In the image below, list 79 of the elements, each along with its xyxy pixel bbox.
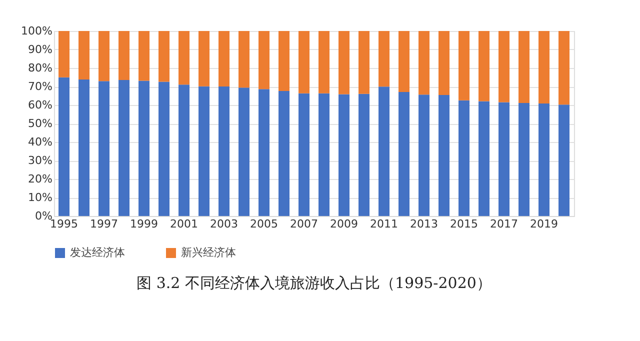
bar	[558, 31, 570, 105]
y-tick-label: 60%	[28, 98, 52, 112]
bar	[238, 31, 250, 88]
x-tick-label: 1997	[90, 218, 118, 230]
bar	[438, 95, 450, 216]
bar	[498, 31, 510, 102]
bar	[318, 31, 330, 94]
bar	[338, 31, 350, 94]
y-tick-label: 90%	[28, 43, 52, 56]
bar	[78, 79, 90, 216]
bar	[298, 31, 310, 94]
bar	[358, 31, 370, 94]
bar	[278, 31, 290, 91]
bar	[358, 94, 370, 216]
x-tick-label: 2011	[370, 218, 398, 230]
bar	[398, 92, 410, 216]
bar	[178, 84, 190, 216]
x-tick-label: 2015	[450, 218, 478, 230]
y-tick-label: 30%	[28, 154, 52, 167]
y-tick-label: 20%	[28, 172, 52, 186]
x-tick-label: 2003	[210, 218, 238, 230]
bar	[218, 31, 230, 86]
bar	[418, 94, 430, 216]
x-tick-label: 2013	[410, 218, 438, 230]
text: 图 3.2 不同经济体入境旅游收入占比（1995-2020）	[136, 274, 492, 292]
bar	[458, 100, 470, 216]
legend-label: 发达经济体	[70, 246, 125, 259]
bar	[538, 31, 550, 104]
bar	[258, 31, 270, 90]
y-tick-label: 100%	[21, 24, 52, 38]
bar	[58, 77, 70, 216]
bar	[278, 90, 290, 216]
bar	[558, 104, 570, 216]
y-tick-label: 70%	[28, 80, 52, 93]
x-tick-label: 2017	[490, 218, 518, 230]
x-tick-label: 2009	[330, 218, 358, 230]
bar	[78, 31, 90, 80]
bar	[118, 31, 130, 80]
x-tick-label: 1995	[50, 218, 78, 230]
bar	[98, 81, 110, 216]
bar	[518, 31, 530, 103]
bar	[218, 86, 230, 216]
legend-label: 新兴经济体	[181, 246, 236, 259]
y-tick-label: 40%	[28, 136, 52, 148]
x-tick-label: 2005	[250, 218, 278, 230]
bar	[478, 31, 490, 102]
bar	[378, 31, 390, 87]
x-tick-label: 2001	[170, 218, 198, 230]
bar	[118, 80, 130, 216]
bar	[538, 104, 550, 216]
bar	[158, 82, 170, 216]
bar	[418, 31, 430, 95]
bar	[58, 31, 70, 78]
y-tick-label: 50%	[28, 117, 52, 130]
bar	[478, 101, 490, 216]
bar	[438, 31, 450, 96]
bar	[298, 93, 310, 216]
x-tick-label: 2019	[530, 218, 558, 230]
bar	[518, 102, 530, 216]
bar	[178, 31, 190, 85]
x-tick-label: 1999	[130, 218, 158, 230]
y-tick-label: 80%	[28, 62, 52, 74]
y-tick-label: 0%	[35, 210, 52, 222]
bar	[338, 94, 350, 216]
bar	[98, 31, 110, 82]
y-tick-label: 10%	[28, 191, 52, 204]
bar	[138, 31, 150, 81]
bar	[378, 86, 390, 216]
bar	[138, 80, 150, 216]
bar	[198, 86, 210, 216]
bar	[258, 89, 270, 216]
bar	[398, 31, 410, 92]
bar	[318, 93, 330, 216]
bar	[158, 31, 170, 82]
bar	[458, 31, 470, 100]
bar	[198, 31, 210, 86]
bar	[238, 88, 250, 216]
bar	[498, 102, 510, 216]
x-tick-label: 2007	[290, 218, 318, 230]
